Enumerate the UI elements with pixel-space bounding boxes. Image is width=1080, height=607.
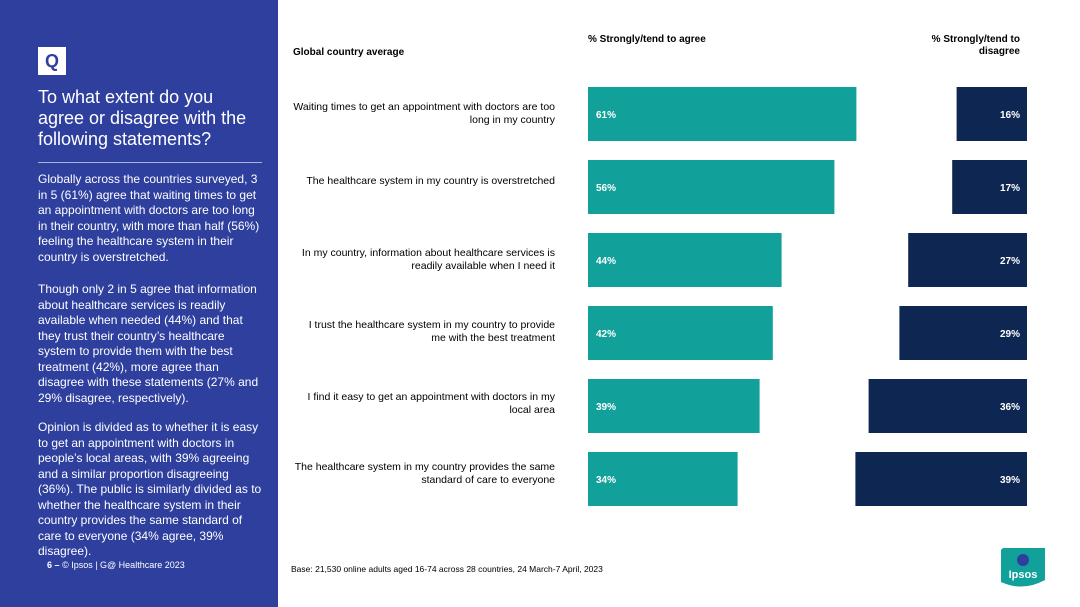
statement-1: Waiting times to get an appointment with… bbox=[293, 101, 555, 126]
statement-2: The healthcare system in my country is o… bbox=[306, 175, 555, 187]
sidebar-panel: Q To what extent do you agree or disagre… bbox=[0, 0, 278, 607]
label-agree-6: 34% bbox=[596, 475, 616, 486]
base-note: Base: 21,530 online adults aged 16-74 ac… bbox=[291, 564, 603, 574]
legend-agree: % Strongly/tend to agree bbox=[588, 34, 706, 45]
bar-disagree-5 bbox=[868, 379, 1027, 433]
label-agree-4: 42% bbox=[596, 329, 616, 340]
bar-agree-2 bbox=[588, 160, 835, 214]
label-disagree-4: 29% bbox=[1000, 329, 1020, 340]
summary-paragraph-3: Opinion is divided as to whether it is e… bbox=[38, 420, 262, 558]
statement-5: I find it easy to get an appointment wit… bbox=[307, 391, 555, 416]
divider bbox=[38, 162, 262, 163]
bar-agree-1 bbox=[588, 87, 857, 141]
copyright-text: © Ipsos | G@ Healthcare 2023 bbox=[62, 560, 185, 570]
label-agree-5: 39% bbox=[596, 402, 616, 413]
label-disagree-2: 17% bbox=[1000, 183, 1020, 194]
footer-separator: – bbox=[54, 560, 60, 570]
bar-agree-5 bbox=[588, 379, 760, 433]
bar-agree-4 bbox=[588, 306, 773, 360]
page-number: 6 bbox=[47, 560, 53, 570]
footer: 6 – © Ipsos | G@ Healthcare 2023 bbox=[47, 560, 185, 570]
label-disagree-6: 39% bbox=[1000, 475, 1020, 486]
bar-disagree-6 bbox=[855, 452, 1027, 506]
chart-title: Global country average bbox=[293, 47, 405, 58]
bar-disagree-4 bbox=[899, 306, 1027, 360]
bar-agree-3 bbox=[588, 233, 782, 287]
logo-text: Ipsos bbox=[1009, 569, 1038, 581]
summary-paragraph-2: Though only 2 in 5 agree that informatio… bbox=[38, 282, 259, 405]
label-disagree-1: 16% bbox=[1000, 110, 1020, 121]
bar-disagree-3 bbox=[908, 233, 1027, 287]
bar-disagree-1 bbox=[956, 87, 1027, 141]
question-badge: Q bbox=[38, 47, 66, 75]
label-agree-2: 56% bbox=[596, 183, 616, 194]
statement-6: The healthcare system in my country prov… bbox=[294, 461, 555, 486]
legend-disagree: % Strongly/tend to disagree bbox=[931, 34, 1020, 57]
label-agree-1: 61% bbox=[596, 110, 616, 121]
bar-disagree-2 bbox=[952, 160, 1027, 214]
question-heading: To what extent do you agree or disagree … bbox=[38, 87, 247, 149]
label-disagree-3: 27% bbox=[1000, 256, 1020, 267]
label-agree-3: 44% bbox=[596, 256, 616, 267]
statement-4: I trust the healthcare system in my coun… bbox=[308, 319, 555, 344]
ipsos-logo: Ipsos bbox=[1001, 548, 1045, 587]
statement-3: In my country, information about healthc… bbox=[301, 247, 555, 272]
summary-paragraph-1: Globally across the countries surveyed, … bbox=[38, 172, 260, 264]
bar-agree-6 bbox=[588, 452, 738, 506]
label-disagree-5: 36% bbox=[1000, 402, 1020, 413]
